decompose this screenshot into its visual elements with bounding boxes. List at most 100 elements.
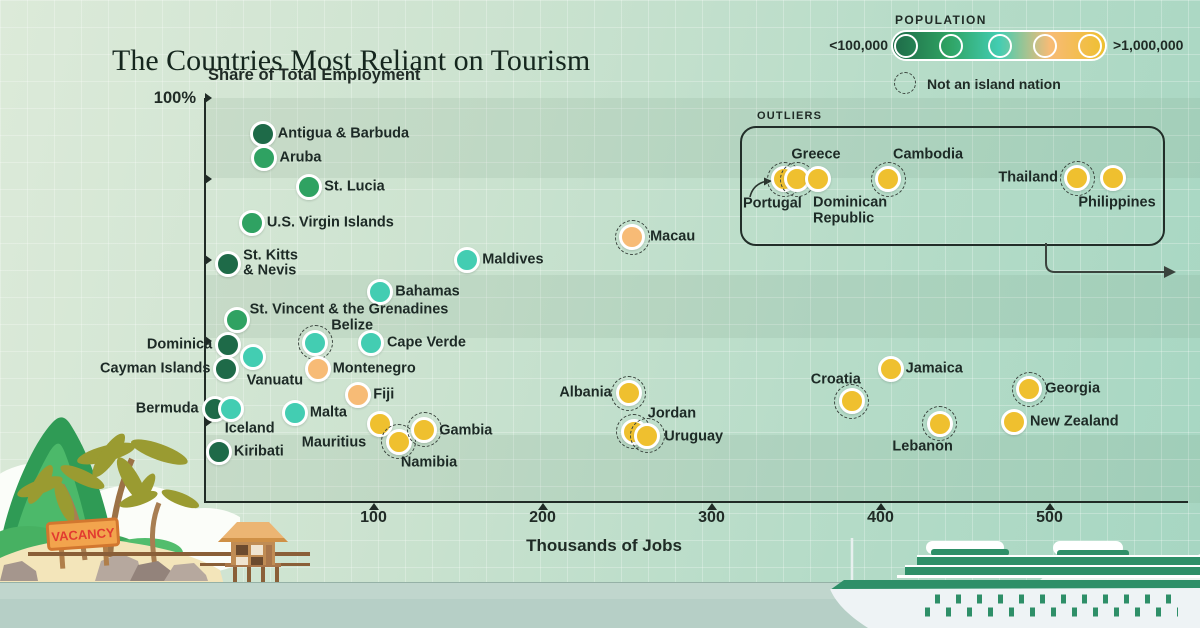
y-tick-20 bbox=[205, 416, 212, 427]
label-vanuatu: Vanuatu bbox=[246, 371, 304, 388]
not-island-ring-albania bbox=[611, 375, 647, 411]
y-tick-60 bbox=[205, 254, 212, 265]
label-philippines: Philippines bbox=[1078, 194, 1156, 211]
outliers-box bbox=[740, 126, 1165, 246]
point-bahamas bbox=[367, 278, 394, 305]
label-bahamas: Bahamas bbox=[395, 283, 460, 300]
label-new-zealand: New Zealand bbox=[1030, 412, 1119, 429]
point-fiji bbox=[345, 382, 372, 409]
point-macau bbox=[619, 224, 646, 251]
outliers-box-label: OUTLIERS bbox=[757, 110, 823, 122]
point-kiribati bbox=[205, 438, 232, 465]
label-antigua-barbuda: Antigua & Barbuda bbox=[277, 125, 410, 142]
point-u-s-virgin-islands bbox=[238, 210, 265, 237]
label-dominica: Dominica bbox=[146, 335, 213, 352]
point-gambia bbox=[411, 416, 438, 443]
hull bbox=[830, 588, 1200, 628]
point-dominica bbox=[215, 331, 242, 358]
point-st-kitts-nevis bbox=[215, 250, 242, 277]
not-island-ring-cambodia bbox=[870, 161, 906, 197]
legend-title: POPULATION bbox=[895, 13, 987, 27]
chart-band-3 bbox=[204, 435, 1200, 503]
chart-band-1 bbox=[204, 98, 1200, 178]
x-tick-500 bbox=[1044, 503, 1055, 510]
island-illustration: VACANCY bbox=[0, 417, 240, 585]
point-dominican-republic bbox=[805, 166, 831, 192]
not-island-ring-macau bbox=[614, 219, 650, 255]
label-iceland: Iceland bbox=[224, 420, 275, 437]
stilt-hut bbox=[218, 522, 288, 582]
x-axis-label: Thousands of Jobs bbox=[526, 536, 682, 555]
point-aruba bbox=[251, 145, 278, 172]
point-vanuatu bbox=[239, 343, 266, 370]
not-island-ring-georgia bbox=[1011, 371, 1047, 407]
point-georgia bbox=[1016, 376, 1043, 403]
not-island-ring-uruguay bbox=[629, 418, 665, 454]
not-island-legend-circle bbox=[894, 72, 916, 94]
x-tick-300 bbox=[706, 503, 717, 510]
label-st-lucia: St. Lucia bbox=[324, 177, 385, 194]
palm-fronds bbox=[17, 433, 200, 523]
legend-max-label: >1,000,000 bbox=[1113, 37, 1184, 53]
point-st-vincent-the-grenadines bbox=[223, 307, 250, 334]
label-belize: Belize bbox=[331, 316, 374, 333]
pier-plank bbox=[28, 552, 310, 556]
label-cayman-islands: Cayman Islands bbox=[100, 360, 211, 377]
label-maldives: Maldives bbox=[482, 250, 544, 267]
point-lebanon bbox=[926, 410, 953, 437]
legend-circle-4 bbox=[1033, 33, 1057, 58]
label-mauritius: Mauritius bbox=[301, 433, 367, 450]
point-albania bbox=[615, 380, 642, 407]
label-thailand: Thailand bbox=[998, 169, 1058, 186]
y-tick-80 bbox=[205, 173, 212, 184]
point-malta bbox=[281, 400, 308, 427]
x-tick-label-300: 300 bbox=[698, 509, 725, 526]
page-title: The Countries Most Reliant on Tourism bbox=[112, 44, 591, 78]
not-island-ring-thailand bbox=[1059, 160, 1095, 196]
vacancy-sign-text: VACANCY bbox=[51, 525, 116, 544]
point-thailand bbox=[1064, 165, 1090, 191]
point-cambodia bbox=[875, 166, 901, 192]
y-max-tick-label: 100% bbox=[153, 89, 196, 107]
x-axis-line bbox=[204, 501, 1188, 503]
x-tick-200 bbox=[537, 503, 548, 510]
x-tick-label-200: 200 bbox=[529, 509, 556, 526]
x-tick-400 bbox=[875, 503, 886, 510]
point-croatia bbox=[838, 388, 865, 415]
legend-circle-1 bbox=[894, 33, 918, 58]
legend-circle-3 bbox=[988, 33, 1012, 58]
label-namibia: Namibia bbox=[400, 454, 458, 470]
label-st-kitts-nevis: St. Kitts & Nevis bbox=[243, 247, 298, 279]
label-st-vincent-the-grenadines: St. Vincent & the Grenadines bbox=[249, 301, 449, 318]
point-jamaica bbox=[877, 355, 904, 382]
not-island-ring-gambia bbox=[406, 412, 442, 448]
not-island-ring-croatia bbox=[834, 383, 870, 419]
point-cayman-islands bbox=[213, 355, 240, 382]
legend-circle-5 bbox=[1078, 33, 1102, 58]
x-tick-label-400: 400 bbox=[867, 509, 894, 526]
label-greece: Greece bbox=[791, 146, 841, 163]
legend-min-label: <100,000 bbox=[829, 37, 888, 53]
label-aruba: Aruba bbox=[279, 149, 322, 166]
label-u-s-virgin-islands: U.S. Virgin Islands bbox=[266, 214, 394, 231]
label-macau: Macau bbox=[650, 228, 696, 245]
point-maldives bbox=[454, 246, 481, 273]
label-lebanon: Lebanon bbox=[892, 437, 953, 454]
label-georgia: Georgia bbox=[1045, 380, 1101, 397]
label-jordan: Jordan bbox=[647, 404, 697, 421]
not-island-legend-label: Not an island nation bbox=[927, 76, 1061, 92]
label-jamaica: Jamaica bbox=[905, 360, 963, 377]
label-fiji: Fiji bbox=[373, 386, 395, 403]
vacancy-sign: VACANCY bbox=[45, 517, 121, 569]
label-gambia: Gambia bbox=[439, 421, 493, 438]
point-philippines bbox=[1100, 165, 1126, 191]
y-axis-label: Share of Total Employment bbox=[208, 66, 421, 84]
not-island-ring-lebanon bbox=[922, 406, 958, 442]
y-tick-100 bbox=[205, 92, 212, 103]
x-tick-100 bbox=[368, 503, 379, 510]
legend-circle-2 bbox=[939, 33, 963, 58]
y-axis-line bbox=[204, 98, 206, 503]
label-cambodia: Cambodia bbox=[893, 146, 964, 163]
label-kiribati: Kiribati bbox=[233, 443, 284, 460]
